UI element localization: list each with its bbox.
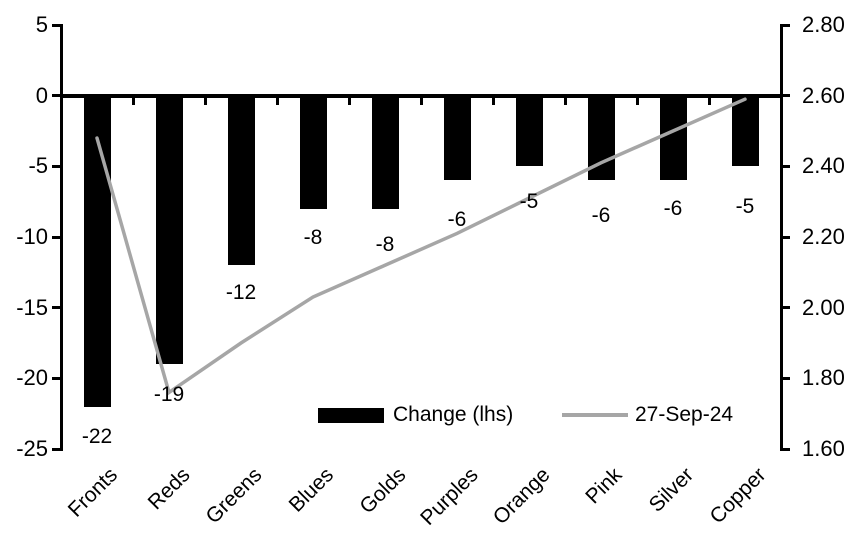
left-axis-tick-label: -15 [16,294,48,320]
right-axis-tick-label: 2.20 [802,224,845,249]
category-separator-tick [275,95,279,105]
line-path [95,97,747,396]
bar-greens [227,95,255,266]
left-axis-tick-label: -10 [16,224,48,249]
left-axis-tick-label: 0 [35,82,48,108]
bar-value-label-golds: -8 [375,232,395,256]
bar-purples [443,95,471,181]
left-axis-tick-label: -20 [16,365,48,391]
bar-blues [299,95,327,209]
bar-value-label-copper: -5 [735,195,755,219]
bar-value-label-blues: -8 [303,225,323,249]
right-axis-tick [781,447,790,451]
left-axis-tick [52,164,61,168]
right-axis-tick-label: 2.00 [802,294,845,320]
left-axis-tick-label: -25 [16,436,48,461]
right-axis-tick [781,164,790,168]
bar-fronts [83,95,111,407]
bar-value-label-purples: -6 [447,208,467,232]
category-separator-tick [347,95,351,105]
bar-value-label-fronts: -22 [81,424,113,448]
bar-copper [731,95,759,167]
left-axis-line [59,23,63,451]
category-separator-tick [203,95,207,105]
category-separator-tick [563,95,567,105]
right-axis-tick-label: 1.80 [802,365,845,391]
right-axis-tick [781,376,790,380]
bar-value-label-reds: -19 [153,383,185,407]
left-axis-tick [52,235,61,239]
right-axis-line [779,23,783,451]
right-axis-tick [781,94,790,98]
bar-reds [155,95,183,365]
left-axis-tick [52,94,61,98]
left-axis-tick-label: 5 [35,12,48,37]
category-separator-tick [491,95,495,105]
right-axis-tick-label: 2.40 [802,153,845,179]
right-axis-tick-label: 2.80 [802,12,845,37]
right-axis-tick-label: 1.60 [802,436,845,461]
right-axis-tick [781,306,790,310]
left-axis-tick [52,376,61,380]
left-axis-tick [52,23,61,27]
left-axis-tick [52,447,61,451]
bar-orange [515,95,543,167]
left-axis-tick-label: -5 [28,153,48,179]
bar-value-label-greens: -12 [225,281,257,305]
bar-value-label-orange: -5 [519,190,539,214]
category-separator-tick [707,95,711,105]
bar-silver [659,95,687,181]
left-axis-tick [52,306,61,310]
bar-golds [371,95,399,209]
category-separator-tick [131,95,135,105]
right-axis-tick [781,235,790,239]
category-separator-tick [635,95,639,105]
bar-value-label-pink: -6 [591,204,611,228]
bar-value-label-silver: -6 [663,197,683,221]
right-axis-tick-label: 2.60 [802,82,845,108]
right-axis-tick [781,23,790,27]
category-separator-tick [419,95,423,105]
